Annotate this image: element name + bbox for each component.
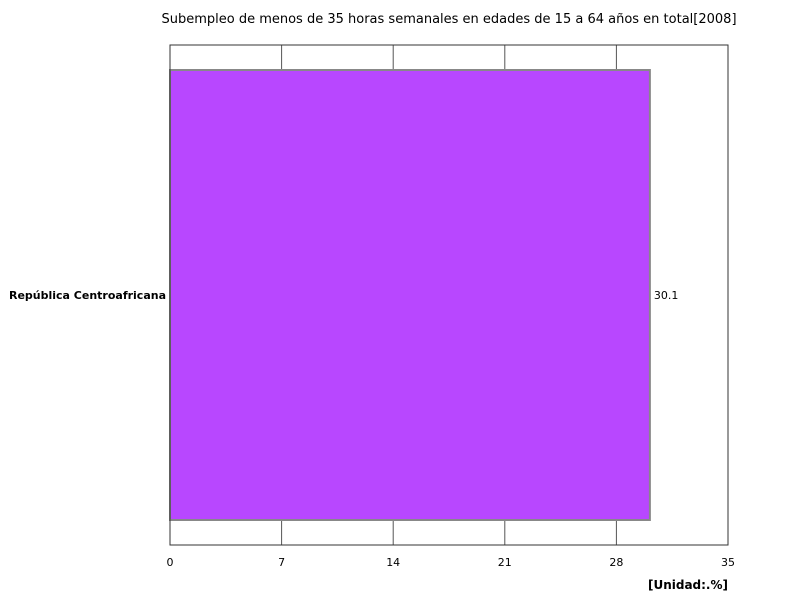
x-tick-label: 0 — [167, 556, 174, 569]
x-tick-label: 14 — [386, 556, 400, 569]
data-label: 30.1 — [654, 289, 679, 302]
x-tick-label: 7 — [278, 556, 285, 569]
chart-title: Subempleo de menos de 35 horas semanales… — [161, 12, 736, 27]
plot-frame — [169, 44, 729, 546]
unit-label: [Unidad:.%] — [648, 578, 728, 592]
category-label: República Centroafricana — [9, 289, 166, 302]
x-tick-label: 21 — [498, 556, 512, 569]
x-axis-ticks: 0 7 14 21 28 35 — [167, 556, 736, 569]
category-labels: República Centroafricana — [9, 289, 166, 302]
x-tick-label: 28 — [609, 556, 623, 569]
bars — [169, 69, 651, 521]
value-labels: 30.1 — [654, 289, 679, 302]
bar — [169, 69, 651, 521]
x-tick-label: 35 — [721, 556, 735, 569]
